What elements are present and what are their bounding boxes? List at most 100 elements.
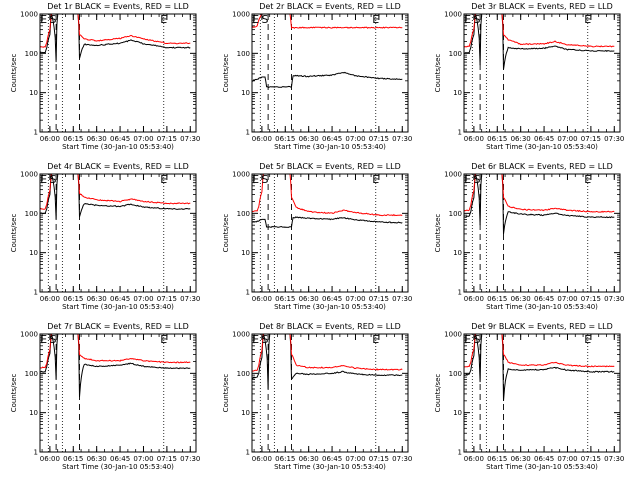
event-flag-label: E — [160, 173, 167, 186]
lld-series-line — [40, 14, 191, 48]
y-tick-label: 10 — [241, 409, 250, 417]
x-axis-label: Start Time (30-Jan-10 05:53:40) — [274, 143, 386, 151]
event-flag-label: E — [584, 13, 591, 26]
panel-title: Det 9r BLACK = Events, RED = LLD — [471, 322, 613, 331]
plot-frame — [463, 333, 621, 453]
x-tick-label: 07:15 — [157, 295, 177, 303]
event-flag-label: S — [262, 333, 269, 346]
panel-title: Det 3r BLACK = Events, RED = LLD — [471, 2, 613, 11]
x-tick-label: 06:30 — [299, 295, 319, 303]
x-axis-label: Start Time (30-Jan-10 05:53:40) — [274, 463, 386, 471]
y-tick-label: 1000 — [444, 331, 462, 339]
event-flag-label: E — [252, 13, 259, 26]
x-tick-label: 06:15 — [275, 135, 295, 143]
x-tick-label: 06:00 — [40, 135, 60, 143]
y-tick-label: 100 — [449, 210, 462, 218]
y-tick-label: 100 — [237, 370, 250, 378]
x-tick-label: 07:00 — [345, 455, 365, 463]
x-axis-label: Start Time (30-Jan-10 05:53:40) — [62, 143, 174, 151]
y-tick-label: 1000 — [20, 171, 38, 179]
x-tick-label: 07:30 — [604, 455, 624, 463]
x-tick-label: 06:15 — [487, 135, 507, 143]
y-tick-label: 100 — [449, 370, 462, 378]
events-series-line — [252, 334, 403, 390]
y-tick-label: 1000 — [232, 11, 250, 19]
event-flag-label: E — [464, 13, 471, 26]
x-tick-label: 07:00 — [345, 135, 365, 143]
x-tick-label: 06:30 — [87, 135, 107, 143]
y-tick-label: 1 — [246, 289, 250, 297]
x-tick-label: 06:00 — [464, 455, 484, 463]
lld-series-line — [40, 174, 191, 210]
y-tick-label: 1 — [246, 449, 250, 457]
x-tick-label: 06:00 — [464, 135, 484, 143]
x-tick-label: 07:15 — [581, 455, 601, 463]
x-tick-label: 07:15 — [157, 455, 177, 463]
x-tick-label: 07:15 — [581, 295, 601, 303]
y-tick-label: 1000 — [444, 11, 462, 19]
x-tick-label: 06:45 — [534, 455, 554, 463]
event-flag-label: E — [252, 333, 259, 346]
x-tick-label: 07:00 — [133, 455, 153, 463]
events-series-line — [464, 174, 615, 235]
y-tick-label: 1000 — [232, 171, 250, 179]
event-flag-label: E — [40, 173, 47, 186]
event-flag-label: S — [50, 173, 57, 186]
x-tick-label: 06:30 — [511, 135, 531, 143]
plot-frame — [39, 13, 197, 133]
y-axis-label: Counts/sec — [222, 214, 230, 253]
x-tick-label: 06:00 — [252, 455, 272, 463]
y-tick-label: 100 — [25, 50, 38, 58]
x-tick-label: 07:15 — [369, 135, 389, 143]
x-tick-label: 06:00 — [40, 455, 60, 463]
event-flag-label: E — [40, 333, 47, 346]
x-tick-label: 06:15 — [63, 295, 83, 303]
event-flag-label: E — [160, 13, 167, 26]
event-flag-label: E — [464, 173, 471, 186]
y-tick-label: 100 — [25, 370, 38, 378]
detector-panel: Det 8r BLACK = Events, RED = LLD 1 10 100 10… — [222, 322, 412, 471]
x-tick-label: 07:00 — [133, 295, 153, 303]
x-tick-label: 07:00 — [557, 295, 577, 303]
panel-title: Det 4r BLACK = Events, RED = LLD — [47, 162, 189, 171]
panel-title: Det 5r BLACK = Events, RED = LLD — [259, 162, 401, 171]
x-tick-label: 07:15 — [369, 295, 389, 303]
events-series-line — [252, 216, 403, 229]
y-tick-label: 10 — [241, 89, 250, 97]
event-flag-label: S — [50, 13, 57, 26]
y-tick-label: 10 — [453, 409, 462, 417]
x-tick-label: 06:30 — [511, 455, 531, 463]
y-tick-label: 1 — [458, 289, 462, 297]
y-tick-label: 1 — [458, 129, 462, 137]
y-axis-label: Counts/sec — [434, 54, 442, 93]
y-axis-label: Counts/sec — [222, 54, 230, 93]
lld-series-line — [252, 174, 403, 217]
y-tick-label: 1000 — [20, 331, 38, 339]
lld-series-line — [464, 14, 615, 48]
x-axis-label: Start Time (30-Jan-10 05:53:40) — [486, 463, 598, 471]
y-tick-label: 100 — [237, 210, 250, 218]
x-tick-label: 07:00 — [133, 135, 153, 143]
x-axis-label: Start Time (30-Jan-10 05:53:40) — [274, 303, 386, 311]
panel-title: Det 1r BLACK = Events, RED = LLD — [47, 2, 189, 11]
event-flag-label: E — [584, 333, 591, 346]
y-tick-label: 10 — [29, 89, 38, 97]
plot-frame — [463, 173, 621, 293]
detector-panel: Det 3r BLACK = Events, RED = LLD 1 10 100 10… — [434, 2, 624, 151]
detector-panel: Det 9r BLACK = Events, RED = LLD 1 10 100 10… — [434, 322, 624, 471]
events-series-line — [40, 334, 191, 398]
y-tick-label: 1000 — [232, 331, 250, 339]
y-axis-label: Counts/sec — [10, 54, 18, 93]
panel-title: Det 2r BLACK = Events, RED = LLD — [259, 2, 401, 11]
x-tick-label: 06:45 — [322, 135, 342, 143]
x-tick-label: 06:00 — [464, 295, 484, 303]
x-tick-label: 07:30 — [392, 455, 412, 463]
x-tick-label: 07:15 — [581, 135, 601, 143]
detector-panel: Det 5r BLACK = Events, RED = LLD 1 10 100 10… — [222, 162, 412, 311]
x-axis-label: Start Time (30-Jan-10 05:53:40) — [62, 303, 174, 311]
x-tick-label: 06:15 — [63, 135, 83, 143]
x-tick-label: 06:45 — [534, 295, 554, 303]
detector-panel: Det 1r BLACK = Events, RED = LLD 1 10 100 10… — [10, 2, 200, 151]
x-tick-label: 07:30 — [392, 135, 412, 143]
x-tick-label: 06:30 — [87, 295, 107, 303]
